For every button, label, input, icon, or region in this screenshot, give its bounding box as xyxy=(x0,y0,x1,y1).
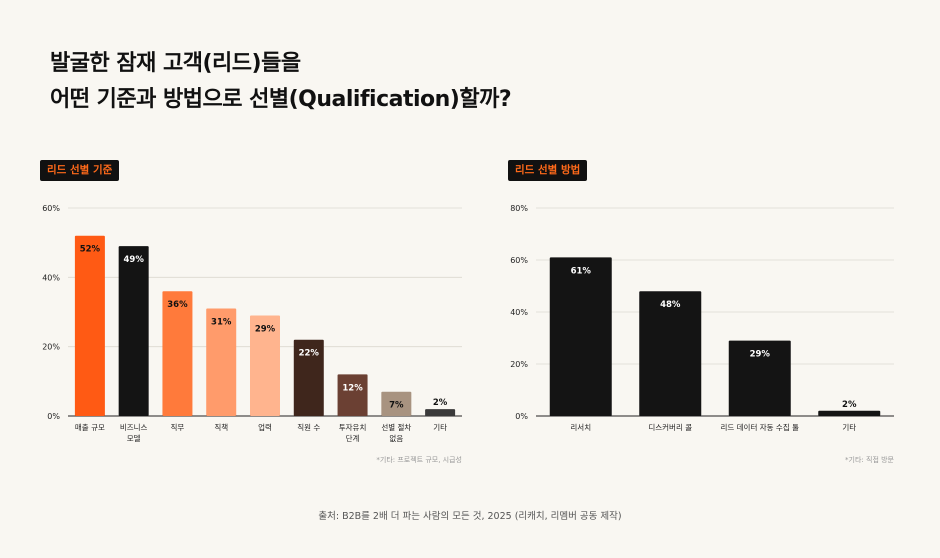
method-badge: 리드 선별 방법 xyxy=(508,160,588,181)
x-tick-label: 매출 규모 xyxy=(75,422,105,432)
x-tick-label: 비즈니스 xyxy=(120,423,148,432)
bar xyxy=(639,291,702,416)
data-label: 12% xyxy=(342,383,363,393)
data-label: 29% xyxy=(255,324,276,334)
x-tick-label: 업력 xyxy=(258,423,272,432)
criteria-badge: 리드 선별 기준 xyxy=(40,160,120,181)
data-label: 48% xyxy=(660,300,681,310)
bar xyxy=(206,308,237,416)
data-label: 22% xyxy=(299,349,320,359)
bar xyxy=(118,246,149,416)
y-tick-label: 40% xyxy=(510,308,528,317)
x-tick-label: 디스커버리 콜 xyxy=(648,422,692,432)
bar xyxy=(818,410,881,416)
bar xyxy=(381,391,412,416)
y-tick-label: 60% xyxy=(42,204,60,213)
bar xyxy=(293,339,324,416)
x-tick-label: 없음 xyxy=(389,434,403,443)
bar xyxy=(74,235,105,416)
x-tick-label: 투자유치 xyxy=(339,423,367,432)
criteria-footnote: *기타: 프로젝트 규모, 시급성 xyxy=(376,456,462,464)
page-title: 발굴한 잠재 고객(리드)들을 어떤 기준과 방법으로 선별(Qualifica… xyxy=(50,46,512,118)
bar xyxy=(250,315,280,416)
data-label: 2% xyxy=(433,398,448,408)
bar xyxy=(425,409,456,416)
method-footnote: *기타: 직접 방문 xyxy=(845,456,894,464)
bar xyxy=(549,257,612,416)
x-tick-label: 직책 xyxy=(214,422,228,432)
x-tick-label: 리드 데이터 자동 수집 툴 xyxy=(720,422,799,432)
data-label: 2% xyxy=(842,400,857,410)
data-label: 52% xyxy=(80,245,101,255)
x-tick-label: 직원 수 xyxy=(297,422,320,432)
x-tick-label: 기타 xyxy=(433,423,447,432)
x-tick-label: 리서치 xyxy=(570,423,591,432)
data-label: 61% xyxy=(571,266,592,276)
bar xyxy=(162,291,193,416)
x-tick-label: 기타 xyxy=(842,423,856,432)
bar xyxy=(337,374,368,416)
title-line-2: 어떤 기준과 방법으로 선별(Qualification)할까? xyxy=(50,87,512,112)
data-label: 7% xyxy=(389,401,404,411)
data-label: 49% xyxy=(123,255,144,265)
y-tick-label: 40% xyxy=(42,273,60,282)
title-line-1: 발굴한 잠재 고객(리드)들을 xyxy=(50,51,301,76)
y-tick-label: 60% xyxy=(510,256,528,265)
data-label: 29% xyxy=(750,350,771,360)
data-label: 36% xyxy=(167,300,188,310)
y-tick-label: 80% xyxy=(510,204,528,213)
source-caption: 출처: B2B를 2배 더 파는 사람의 모든 것, 2025 (리캐치, 리멤… xyxy=(318,511,622,522)
x-tick-label: 모델 xyxy=(127,434,141,443)
x-tick-label: 선별 절차 xyxy=(381,422,411,432)
x-tick-label: 직무 xyxy=(171,422,185,432)
bar xyxy=(728,340,791,416)
data-label: 31% xyxy=(211,318,232,328)
x-tick-label: 단계 xyxy=(346,433,360,443)
y-tick-label: 20% xyxy=(42,343,60,352)
y-tick-label: 20% xyxy=(510,360,528,369)
y-tick-label: 0% xyxy=(47,412,60,421)
y-tick-label: 0% xyxy=(515,412,528,421)
